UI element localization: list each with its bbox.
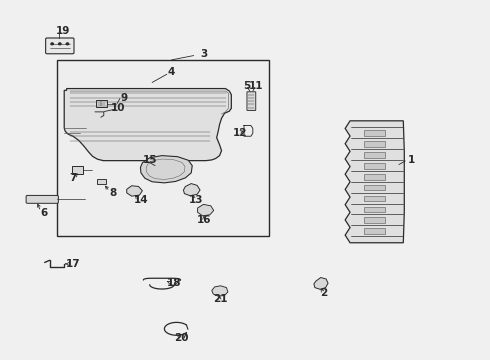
Text: 20: 20 [174, 333, 189, 343]
Bar [364, 195, 385, 201]
Bar [364, 130, 385, 136]
Text: 5: 5 [244, 81, 250, 91]
Bar [364, 141, 385, 147]
Circle shape [59, 43, 61, 45]
Circle shape [66, 43, 69, 45]
Text: 19: 19 [56, 26, 71, 36]
Polygon shape [127, 186, 143, 196]
Polygon shape [212, 286, 228, 296]
Polygon shape [197, 204, 214, 216]
FancyBboxPatch shape [46, 38, 74, 54]
Text: 17: 17 [66, 259, 80, 269]
Bar [364, 152, 385, 158]
Text: 18: 18 [167, 278, 181, 288]
Text: 8: 8 [109, 188, 117, 198]
Bar [72, 166, 83, 174]
Bar [364, 174, 385, 180]
Bar [57, 60, 270, 235]
Bar [364, 207, 385, 212]
Bar [364, 228, 385, 234]
Text: 12: 12 [233, 129, 247, 138]
Text: 13: 13 [189, 195, 203, 205]
Text: 4: 4 [167, 67, 174, 77]
Text: 7: 7 [69, 173, 77, 183]
Text: 10: 10 [111, 103, 125, 113]
Polygon shape [183, 184, 200, 196]
Text: 11: 11 [248, 81, 263, 91]
Bar [364, 185, 385, 190]
Bar [364, 163, 385, 169]
Text: 2: 2 [320, 288, 328, 298]
Text: 16: 16 [196, 215, 211, 225]
Text: 3: 3 [200, 49, 207, 59]
Text: 21: 21 [213, 294, 228, 304]
Bar [98, 179, 106, 184]
Text: 14: 14 [134, 195, 148, 206]
Circle shape [51, 43, 53, 45]
Polygon shape [64, 89, 231, 161]
Polygon shape [345, 121, 404, 243]
Bar [364, 217, 385, 223]
Text: 1: 1 [408, 155, 415, 165]
Bar [96, 100, 107, 107]
Text: 6: 6 [40, 208, 48, 219]
FancyBboxPatch shape [26, 195, 58, 203]
FancyBboxPatch shape [247, 92, 256, 111]
Polygon shape [314, 278, 328, 289]
Text: 9: 9 [120, 93, 127, 103]
Text: 15: 15 [143, 155, 157, 165]
Polygon shape [141, 156, 192, 183]
